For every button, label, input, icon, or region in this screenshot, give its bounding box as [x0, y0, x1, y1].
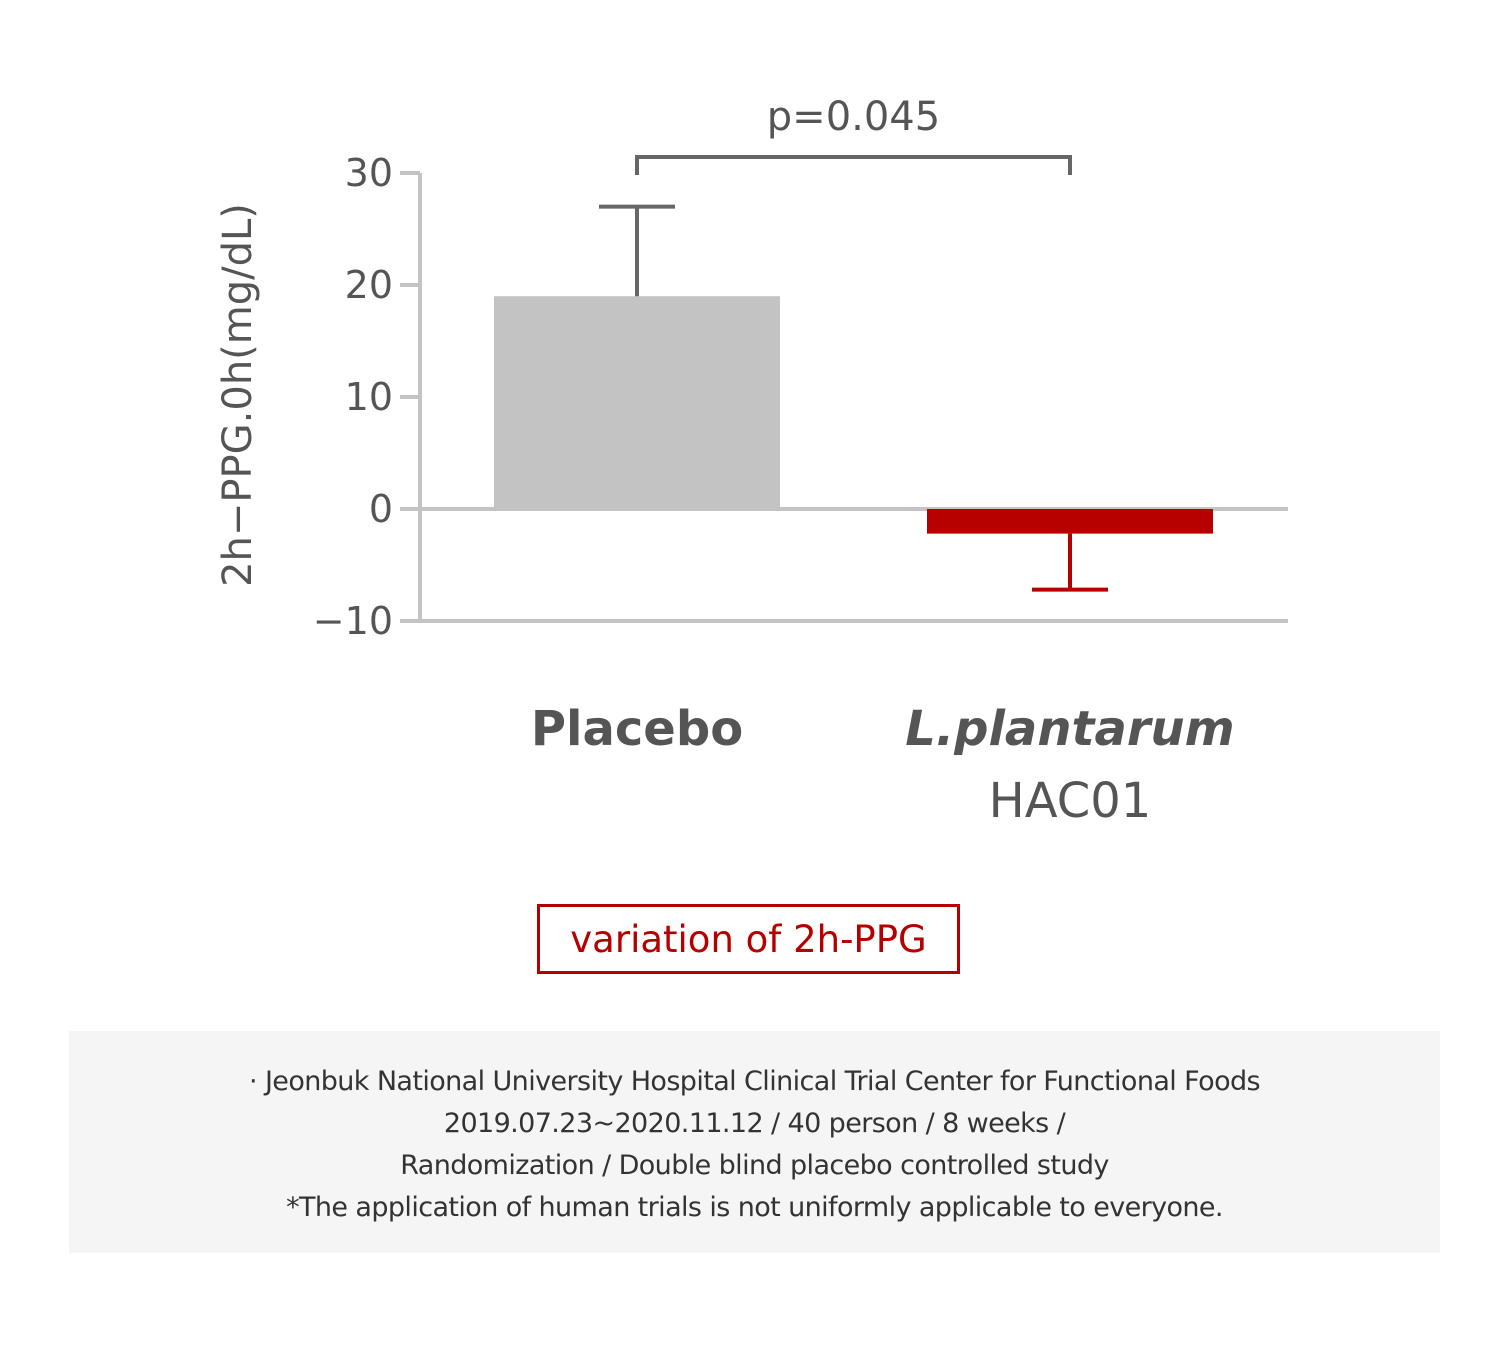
category-label: L.plantarum	[905, 701, 1234, 757]
y-tick-label: 30	[345, 151, 393, 195]
bars	[494, 155, 1213, 592]
labels: 30 20 10 0 −10 p=0.045 2h−PPG.0h(mg/dL) Placebo…	[215, 94, 1235, 829]
y-tick-label: 20	[345, 263, 393, 307]
category-label: HAC01	[989, 773, 1152, 829]
bar	[494, 296, 780, 509]
significance-bracket	[635, 155, 1072, 175]
y-axis-label: 2h−PPG.0h(mg/dL)	[215, 203, 261, 587]
y-tick-label: −10	[313, 599, 393, 643]
chart-caption: variation of 2h-PPG	[537, 904, 960, 974]
note-line: Randomization / Double blind placebo con…	[400, 1150, 1109, 1181]
note-line: · Jeonbuk National University Hospital C…	[248, 1066, 1261, 1097]
chart-caption-text: variation of 2h-PPG	[570, 917, 927, 961]
p-value-label: p=0.045	[767, 94, 940, 140]
note-line: *The application of human trials is not …	[286, 1192, 1223, 1223]
chart: 30 20 10 0 −10 p=0.045 2h−PPG.0h(mg/dL) Placebo…	[215, 94, 1288, 829]
note-line: 2019.07.23~2020.11.12 / 40 person / 8 we…	[443, 1108, 1066, 1139]
bar	[927, 509, 1213, 534]
y-tick-label: 0	[369, 487, 393, 531]
study-notes: · Jeonbuk National University Hospital C…	[69, 1031, 1440, 1253]
y-tick-label: 10	[345, 375, 393, 419]
category-label: Placebo	[531, 701, 743, 757]
